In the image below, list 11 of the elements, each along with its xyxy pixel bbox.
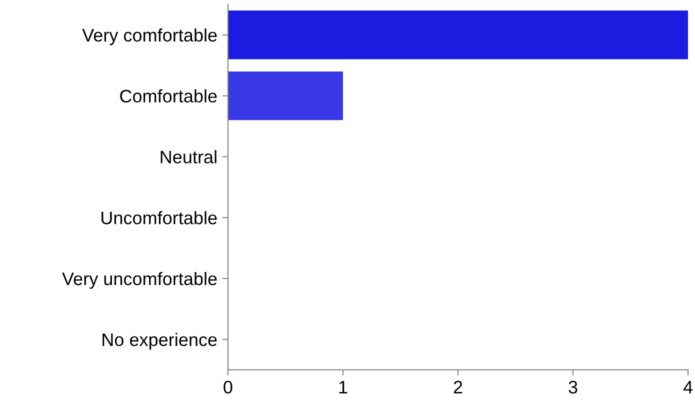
x-tick-label: 4 (683, 380, 693, 394)
y-tick-label: Very comfortable (82, 28, 217, 46)
y-tick-label: Uncomfortable (102, 211, 217, 224)
y-tick-label: No experience (102, 332, 217, 350)
x-tick-label: 2 (454, 380, 462, 394)
x-tick-label: 1 (339, 380, 348, 394)
x-tick-label: 3 (568, 380, 578, 394)
y-tick-label: Very uncomfortable (62, 272, 217, 289)
y-tick-label: Neutral (160, 150, 216, 164)
y-tick-label: Comfortable (120, 89, 217, 103)
x-tick-label: 0 (224, 380, 232, 394)
